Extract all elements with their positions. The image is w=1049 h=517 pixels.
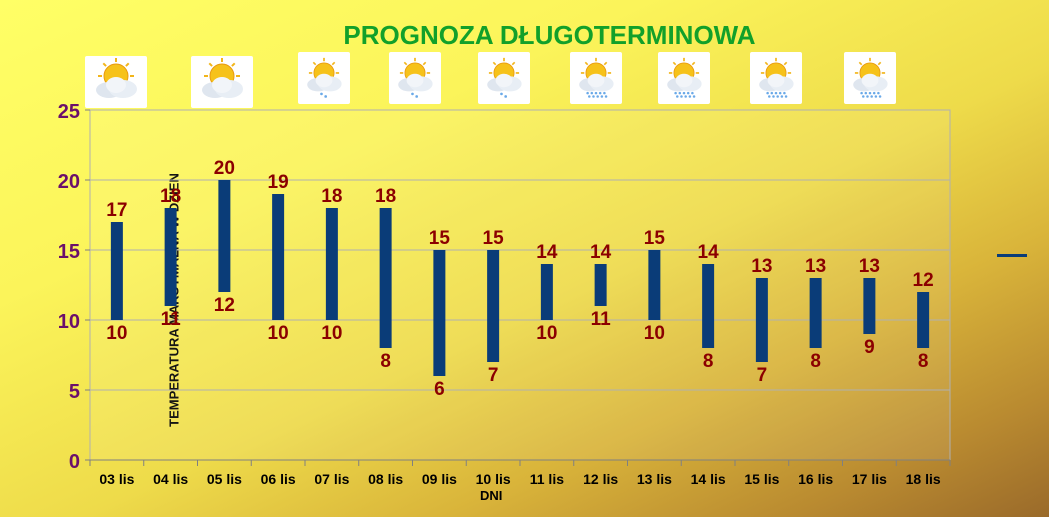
sun-drizzle-icon xyxy=(389,52,441,104)
min-value-label: 8 xyxy=(380,351,391,372)
min-value-label: 10 xyxy=(321,323,342,344)
x-tick-label: 11 lis xyxy=(530,471,564,487)
range-bar xyxy=(379,208,392,348)
range-bar xyxy=(272,194,285,320)
min-value-label: 10 xyxy=(106,323,127,344)
range-bar xyxy=(218,180,231,292)
legend-marker xyxy=(997,254,1027,257)
max-value-label: 12 xyxy=(913,270,934,291)
range-bar xyxy=(917,292,930,348)
max-value-label: 19 xyxy=(268,172,289,193)
min-value-label: 7 xyxy=(488,365,499,386)
x-tick-label: 13 lis xyxy=(637,471,672,487)
sun-drizzle-icon xyxy=(478,52,530,104)
x-axis-label: DNI xyxy=(480,488,503,503)
min-value-label: 10 xyxy=(268,323,289,344)
y-tick-label: 15 xyxy=(58,241,80,263)
max-value-label: 13 xyxy=(805,256,826,277)
x-tick-label: 09 lis xyxy=(422,471,457,487)
y-tick-label: 5 xyxy=(69,381,80,403)
range-bar xyxy=(755,278,768,362)
min-value-label: 9 xyxy=(864,337,875,358)
x-tick-label: 18 lis xyxy=(906,471,941,487)
max-value-label: 14 xyxy=(698,242,720,263)
y-tick-label: 25 xyxy=(58,101,80,123)
partly-cloudy-icon xyxy=(85,56,147,108)
min-value-label: 11 xyxy=(591,309,612,330)
x-tick-label: 08 lis xyxy=(368,471,403,487)
y-tick-label: 10 xyxy=(58,311,80,333)
min-value-label: 8 xyxy=(918,351,929,372)
x-tick-label: 04 lis xyxy=(153,471,188,487)
x-tick-label: 03 lis xyxy=(99,471,134,487)
max-value-label: 18 xyxy=(321,186,342,207)
partly-cloudy-icon xyxy=(191,56,253,108)
min-value-label: 10 xyxy=(536,323,557,344)
plot-frame xyxy=(89,109,951,461)
range-bar xyxy=(863,278,876,334)
max-value-label: 13 xyxy=(859,256,880,277)
max-value-label: 17 xyxy=(106,200,127,221)
max-value-label: 20 xyxy=(214,158,235,179)
max-value-label: 15 xyxy=(429,228,451,249)
x-tick-label: 07 lis xyxy=(314,471,349,487)
x-tick-label: 10 lis xyxy=(476,471,511,487)
x-tick-label: 14 lis xyxy=(691,471,726,487)
range-bar xyxy=(164,208,177,306)
min-value-label: 7 xyxy=(757,365,768,386)
max-value-label: 14 xyxy=(536,242,558,263)
sun-rain-icon xyxy=(844,52,896,104)
sun-rain-icon xyxy=(570,52,622,104)
min-value-label: 10 xyxy=(644,323,665,344)
max-value-label: 18 xyxy=(160,186,181,207)
range-bar xyxy=(702,264,715,348)
range-bar xyxy=(648,250,661,320)
y-tick-label: 0 xyxy=(69,451,80,473)
min-value-label: 6 xyxy=(434,379,445,400)
sun-rain-icon xyxy=(658,52,710,104)
y-tick-label: 20 xyxy=(58,171,80,193)
x-tick-label: 16 lis xyxy=(798,471,833,487)
max-value-label: 15 xyxy=(483,228,505,249)
x-tick-label: 12 lis xyxy=(583,471,618,487)
range-bar xyxy=(809,278,822,348)
min-value-label: 12 xyxy=(214,295,235,316)
range-bar xyxy=(433,250,446,376)
x-tick-label: 05 lis xyxy=(207,471,242,487)
range-bar xyxy=(540,264,553,320)
x-tick-label: 17 lis xyxy=(852,471,887,487)
sun-drizzle-icon xyxy=(298,52,350,104)
range-bar xyxy=(594,264,607,306)
x-tick-label: 06 lis xyxy=(261,471,296,487)
range-bar xyxy=(487,250,500,362)
min-value-label: 11 xyxy=(161,309,182,330)
range-bar xyxy=(110,222,123,320)
sun-rain-icon xyxy=(750,52,802,104)
chart-title: PROGNOZA DŁUGOTERMINOWA xyxy=(343,20,756,50)
x-tick-label: 15 lis xyxy=(744,471,779,487)
max-value-label: 18 xyxy=(375,186,396,207)
max-value-label: 15 xyxy=(644,228,666,249)
range-bar xyxy=(325,208,338,320)
min-value-label: 8 xyxy=(810,351,821,372)
max-value-label: 14 xyxy=(590,242,612,263)
max-value-label: 13 xyxy=(751,256,772,277)
min-value-label: 8 xyxy=(703,351,714,372)
